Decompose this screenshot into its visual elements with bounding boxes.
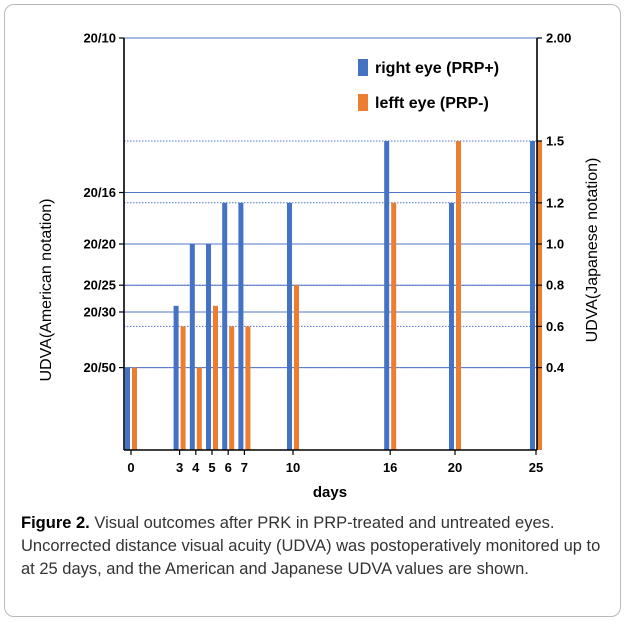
right-tick-label: 0.6	[546, 319, 564, 334]
bar-right-eye	[384, 141, 390, 450]
left-axis-title: UDVA(American notation)	[38, 199, 55, 382]
legend-label-right-eye: right eye (PRP+)	[375, 60, 499, 77]
bar-right-eye	[449, 202, 454, 450]
bar-right-eye	[125, 367, 130, 450]
bar-right-eye	[238, 202, 244, 450]
right-tick-label: 0.4	[546, 360, 565, 375]
x-tick-label: 3	[176, 460, 183, 475]
bar-left-eye	[456, 141, 461, 450]
left-tick-label: 20/50	[83, 360, 116, 375]
left-tick-label: 20/10	[83, 31, 116, 46]
x-tick-labels: 0 3 4 5 6 7 10 16 20 25	[127, 450, 543, 475]
bar-left-eye	[132, 367, 137, 450]
bar-left-eye	[391, 202, 397, 450]
bar-left-eye	[294, 285, 299, 450]
figure-frame	[4, 4, 621, 617]
bars	[125, 141, 542, 450]
right-tick-label: 1.0	[546, 237, 564, 252]
right-tick-label: 2.00	[546, 31, 571, 46]
left-tick-label: 20/20	[83, 237, 116, 252]
legend: right eye (PRP+) lefft eye (PRP-)	[358, 59, 499, 112]
right-tick-label: 0.8	[546, 278, 564, 293]
x-tick-label: 0	[127, 460, 134, 475]
legend-swatch-left-eye	[358, 94, 368, 111]
bar-right-eye	[222, 202, 228, 450]
left-tick-labels: 20/10 20/16 20/20 20/25 20/30 20/50	[83, 31, 124, 375]
x-tick-label: 25	[529, 460, 543, 475]
legend-swatch-right-eye	[358, 59, 368, 76]
right-tick-label: 1.5	[546, 134, 564, 149]
bar-right-eye	[189, 244, 195, 450]
bar-right-eye	[530, 141, 535, 450]
x-tick-label: 5	[208, 460, 215, 475]
left-tick-label: 20/25	[83, 278, 116, 293]
x-tick-label: 4	[192, 460, 200, 475]
figure-caption: Figure 2. Visual outcomes after PRK in P…	[21, 512, 611, 581]
bar-right-eye	[173, 305, 179, 450]
x-tick-label: 20	[448, 460, 462, 475]
grid-lines	[124, 37, 537, 369]
x-tick-label: 7	[241, 460, 248, 475]
bar-left-eye	[229, 326, 235, 450]
bar-left-eye	[180, 326, 186, 450]
x-axis-title: days	[313, 484, 347, 501]
bar-left-eye	[196, 367, 202, 450]
bar-left-eye	[213, 305, 218, 450]
right-tick-labels: 2.00 1.5 1.2 1.0 0.8 0.6 0.4	[537, 31, 571, 375]
bar-left-eye	[245, 326, 251, 450]
bar-left-eye	[537, 141, 542, 450]
right-axis-title: UDVA(Japanese notation)	[584, 158, 601, 343]
bar-right-eye	[206, 244, 211, 450]
x-tick-label: 10	[286, 460, 300, 475]
chart: 20/10 20/16 20/20 20/25 20/30 20/50 2.00 1.5 1.…	[38, 31, 601, 502]
x-tick-label: 6	[225, 460, 232, 475]
legend-label-left-eye: lefft eye (PRP-)	[375, 95, 489, 112]
left-tick-label: 20/30	[83, 304, 116, 319]
caption-text: Visual outcomes after PRK in PRP-treated…	[21, 514, 601, 578]
left-tick-label: 20/16	[83, 185, 116, 200]
caption-label: Figure 2.	[21, 514, 90, 532]
bar-right-eye	[287, 202, 292, 450]
right-tick-label: 1.2	[546, 195, 564, 210]
x-tick-label: 16	[383, 460, 397, 475]
